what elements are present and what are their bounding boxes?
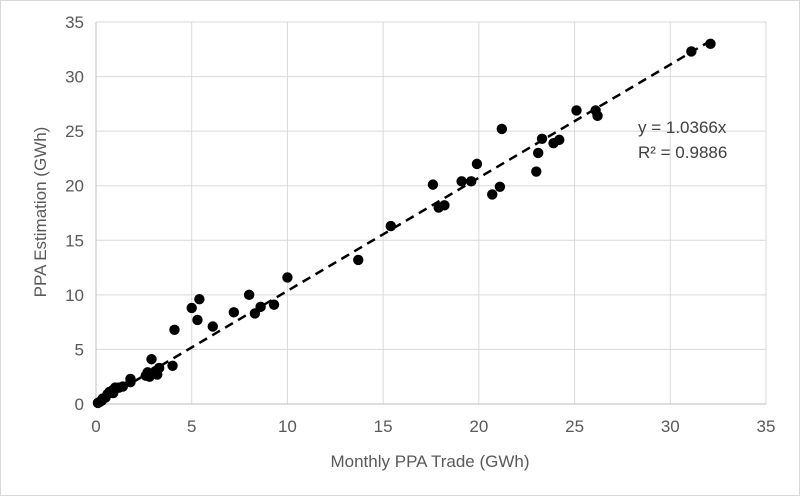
trendline-r-squared: R² = 0.9886 <box>638 143 727 162</box>
x-tick-label: 15 <box>374 417 393 436</box>
data-point <box>169 324 180 335</box>
y-tick-label: 15 <box>65 231 84 250</box>
data-point <box>496 123 508 135</box>
y-tick-label: 5 <box>75 340 84 359</box>
x-tick-label: 20 <box>469 417 488 436</box>
data-point <box>243 289 255 301</box>
x-tick-label: 35 <box>757 417 776 436</box>
data-point <box>153 362 165 374</box>
x-tick-label: 25 <box>565 417 584 436</box>
data-point <box>494 181 506 193</box>
x-tick-label: 0 <box>91 417 100 436</box>
trendline <box>95 40 710 406</box>
data-point <box>439 200 450 211</box>
data-point <box>571 105 582 116</box>
axes <box>95 22 766 405</box>
data-point <box>533 147 544 159</box>
data-point <box>487 189 498 200</box>
data-point <box>228 307 240 318</box>
data-point <box>282 272 293 283</box>
y-tick-label: 35 <box>65 13 84 32</box>
data-point <box>466 176 477 187</box>
data-points <box>92 38 716 409</box>
data-point <box>536 133 548 144</box>
data-point <box>353 254 364 266</box>
data-point <box>705 38 716 50</box>
data-point <box>117 381 128 392</box>
y-tick-label: 10 <box>65 286 84 305</box>
y-tick-label: 20 <box>65 177 84 196</box>
data-point <box>186 302 197 314</box>
data-point <box>456 176 467 187</box>
data-point <box>427 179 439 190</box>
y-tick-label: 25 <box>65 122 84 141</box>
data-point <box>592 110 603 122</box>
x-tick-label: 10 <box>278 417 297 436</box>
data-point <box>146 354 157 365</box>
data-point <box>471 158 483 170</box>
x-tick-label: 5 <box>187 417 196 436</box>
data-point <box>268 299 280 310</box>
y-tick-labels: 0 5 10 15 20 25 30 35 <box>65 13 84 414</box>
data-point <box>207 321 218 332</box>
data-point <box>554 134 565 146</box>
trendline-group <box>95 40 710 406</box>
data-point <box>385 220 396 232</box>
trendline-equation: y = 1.0366x <box>638 118 727 137</box>
data-point <box>686 46 697 57</box>
x-axis-label: Monthly PPA Trade (GWh) <box>330 452 529 471</box>
y-tick-label: 0 <box>75 395 84 414</box>
data-point <box>125 373 136 385</box>
y-axis-label: PPA Estimation (GWh) <box>31 127 50 298</box>
y-tick-label: 30 <box>65 68 84 87</box>
data-point <box>192 314 203 326</box>
x-tick-labels: 0 5 10 15 20 25 30 35 <box>91 417 775 436</box>
data-point <box>255 301 266 313</box>
data-point <box>194 294 205 305</box>
data-point <box>531 166 542 177</box>
gridlines <box>96 21 767 404</box>
x-tick-label: 30 <box>661 417 680 436</box>
data-point <box>167 360 178 371</box>
